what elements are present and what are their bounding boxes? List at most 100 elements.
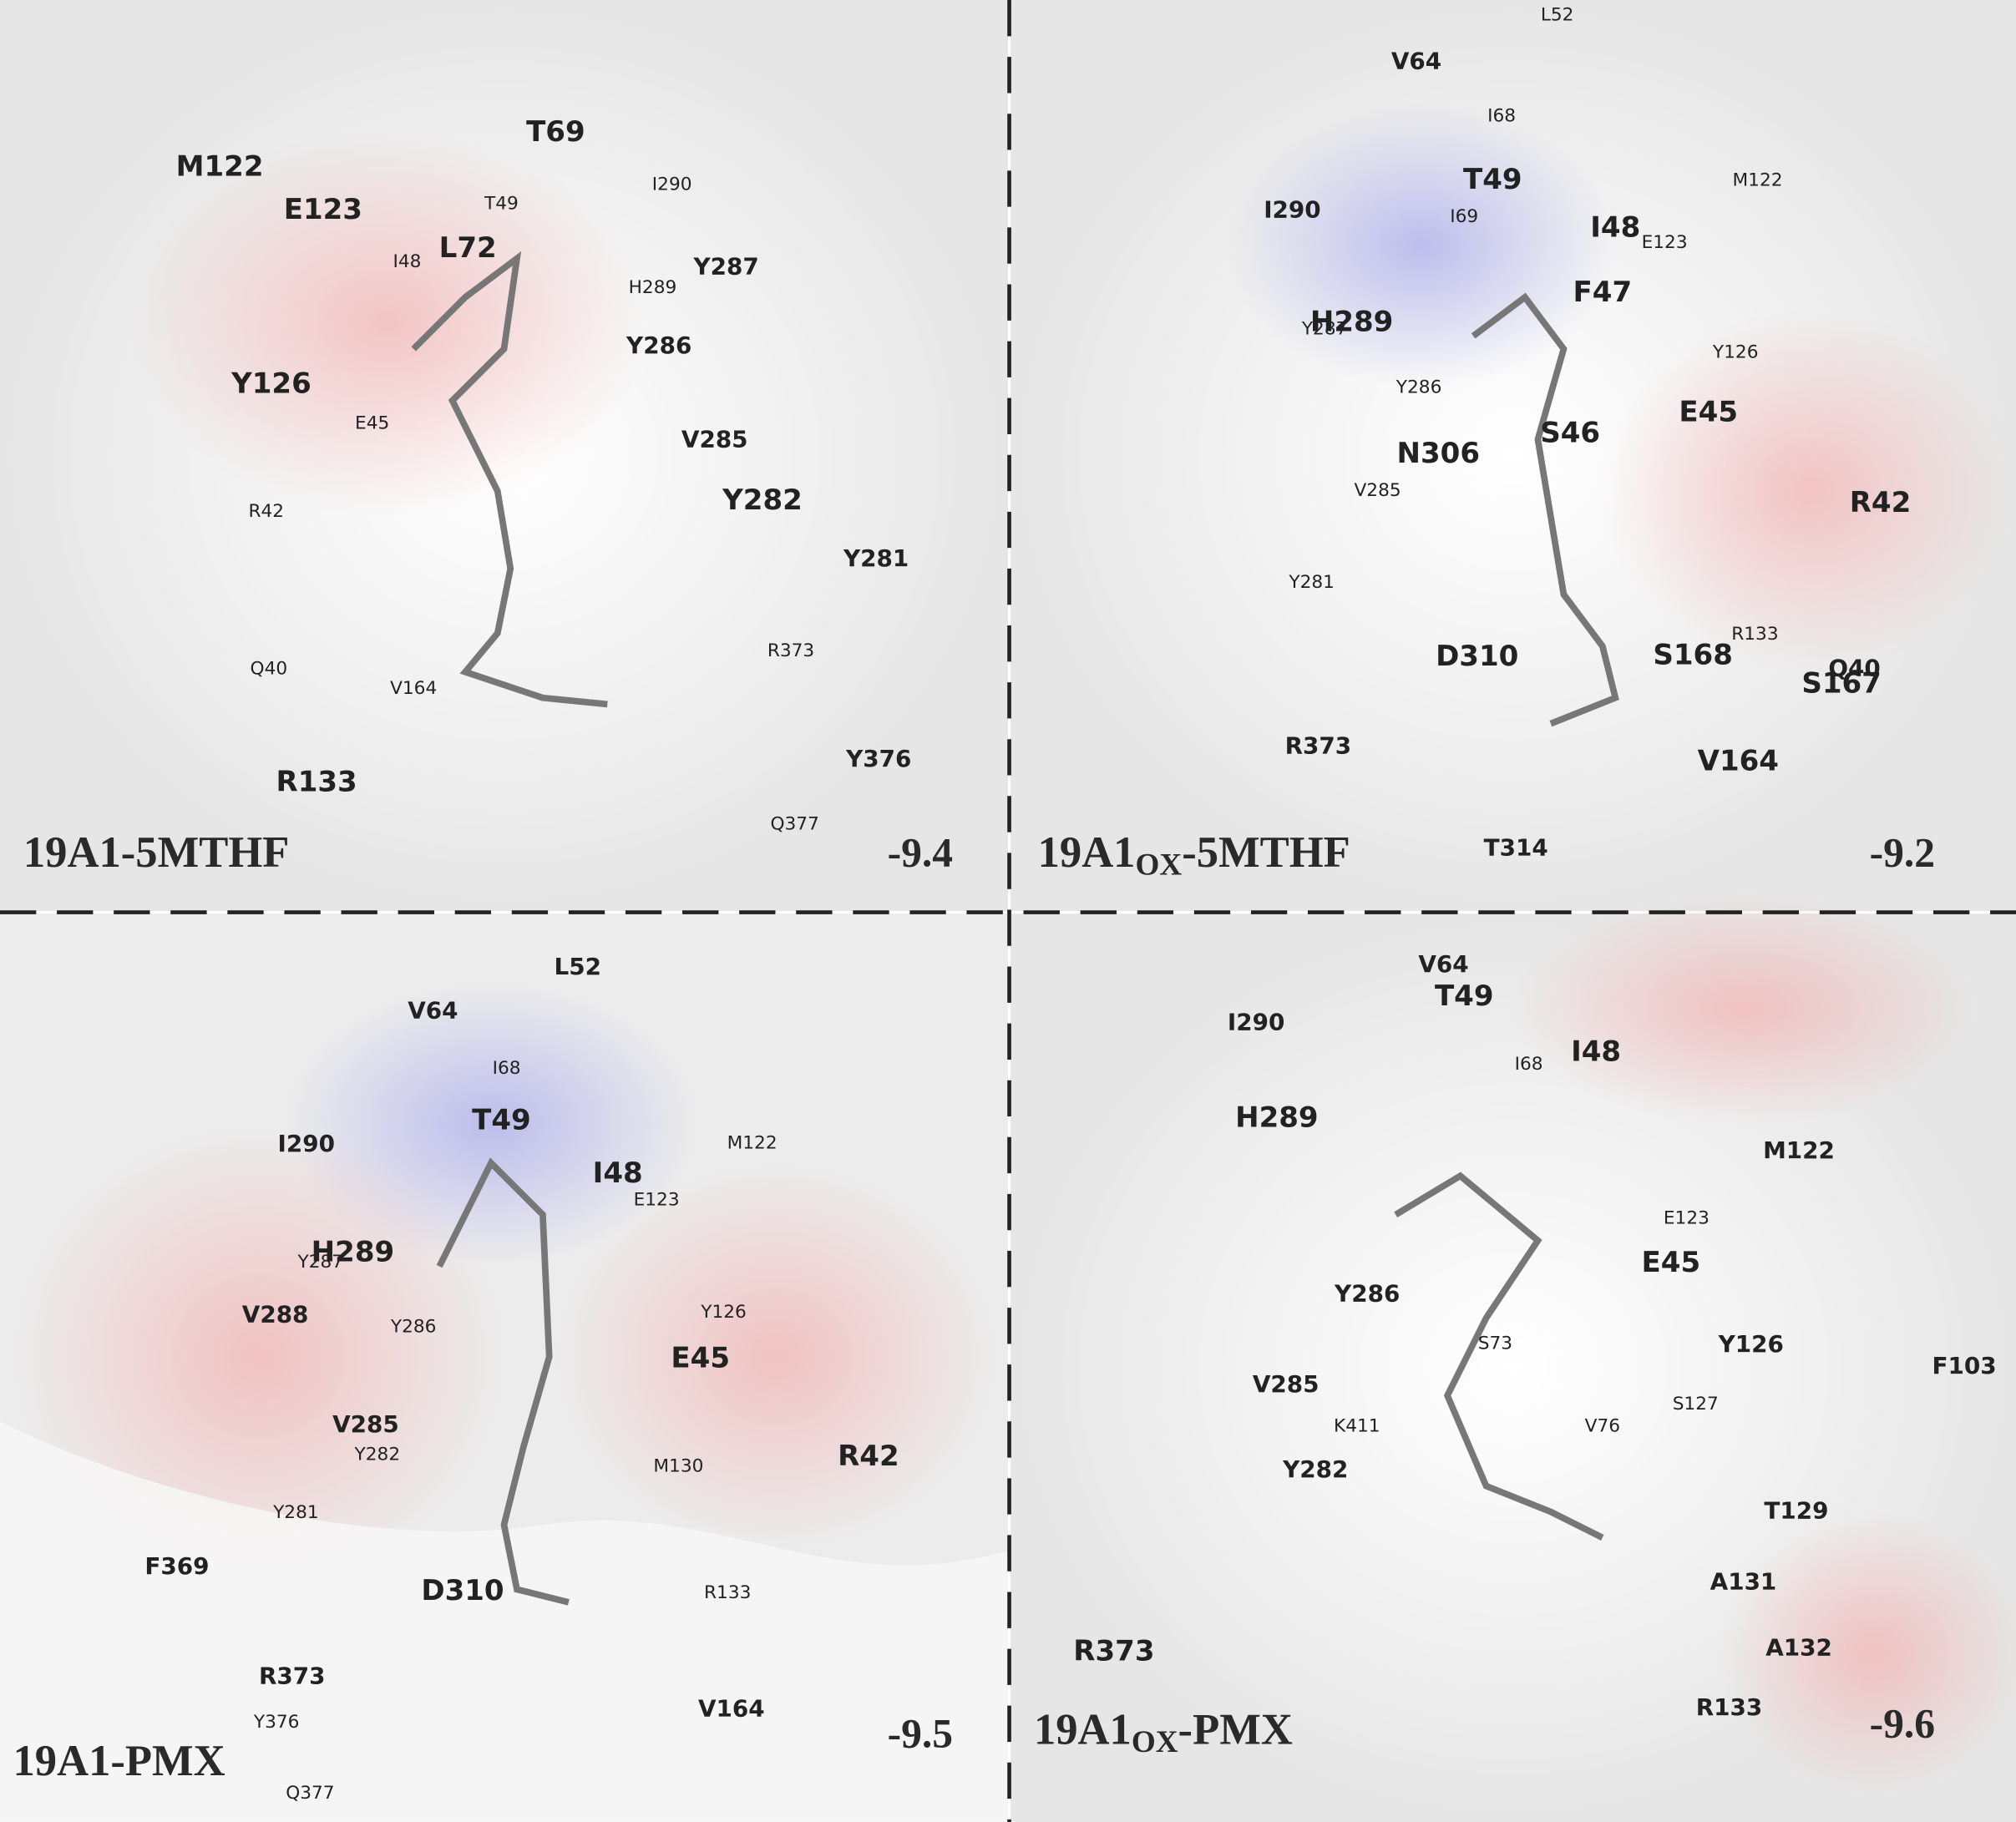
residue-label: K411: [1334, 1415, 1380, 1436]
residue-label: I48: [593, 1156, 643, 1190]
ligands: [411, 251, 1619, 1606]
residue-label: V164: [390, 678, 437, 699]
surface-patch: [555, 1162, 995, 1551]
residue-label: L52: [1541, 5, 1574, 26]
residue-label: E123: [1642, 232, 1688, 253]
residue-label: V164: [1698, 745, 1779, 778]
residue-label: Y282: [354, 1444, 401, 1465]
residue-label: R133: [704, 1582, 751, 1603]
residue-label: T314: [1484, 834, 1548, 862]
residue-label: H289: [1235, 1101, 1319, 1135]
docking-score: -9.2: [1870, 829, 1935, 875]
residue-label: H289: [629, 277, 677, 298]
residue-label: V285: [681, 426, 748, 453]
residue-label: V285: [332, 1410, 399, 1438]
residue-label: I290: [652, 174, 692, 195]
residue-label: Y287: [693, 252, 759, 280]
residue-label: E45: [355, 413, 389, 434]
residue-label: R42: [838, 1440, 899, 1473]
residue-label: I69: [1450, 206, 1478, 227]
panel-title: 19A1OX-PMX: [1034, 1706, 1293, 1759]
residue-label: I68: [1515, 1054, 1543, 1075]
residue-label: Q377: [770, 813, 818, 834]
residue-label: T49: [1435, 979, 1494, 1013]
residue-label: Q40: [251, 659, 288, 680]
residue-label: A132: [1765, 1634, 1832, 1662]
residue-label: M122: [1732, 170, 1782, 191]
residue-label: E45: [1679, 396, 1738, 429]
residue-label: Y286: [1395, 377, 1442, 397]
residue-label: I48: [1571, 1035, 1621, 1069]
residue-label: S127: [1673, 1394, 1719, 1415]
residue-label: V76: [1585, 1415, 1620, 1436]
surface-patch: [1602, 310, 2016, 672]
residue-label: T49: [484, 194, 519, 215]
residue-label: V288: [242, 1300, 309, 1328]
residue-label: H289: [1310, 305, 1394, 338]
residue-label: V64: [1418, 950, 1468, 978]
surface-patch: [1512, 891, 1978, 1125]
residue-label: E123: [284, 193, 362, 226]
title-main: 19A1-5MTHF: [23, 828, 290, 877]
residue-label: I290: [278, 1130, 335, 1157]
surface-patch: [1228, 103, 1616, 388]
residue-label: N306: [1397, 437, 1481, 470]
docking-score: -9.6: [1870, 1700, 1935, 1746]
residue-label: S46: [1540, 416, 1600, 449]
residue-label: E45: [1642, 1246, 1701, 1279]
residue-label: R42: [248, 501, 284, 522]
residue-label: I290: [1228, 1009, 1284, 1036]
residue-label: I68: [1487, 105, 1516, 126]
title-rest: -5MTHF: [1182, 828, 1350, 877]
residue-label: R133: [276, 765, 357, 798]
residue-label: Y282: [1282, 1455, 1348, 1483]
residue-label: Y281: [272, 1502, 319, 1523]
residue-label: Y287: [1301, 319, 1348, 340]
residue-label: T129: [1764, 1497, 1828, 1525]
panel-title: 19A1-5MTHF: [23, 828, 290, 877]
residue-label: R133: [1696, 1693, 1763, 1721]
residue-label: Y126: [1712, 342, 1759, 363]
residue-label: Y286: [1334, 1280, 1400, 1308]
residue-label: Q40: [1828, 655, 1880, 682]
residue-label: Q377: [286, 1783, 334, 1804]
residue-label: M122: [727, 1133, 778, 1154]
title-main: 19A1-PMX: [13, 1737, 225, 1785]
residue-label: D310: [1436, 640, 1518, 673]
residue-label: E45: [671, 1341, 730, 1374]
surface-patch: [13, 1124, 504, 1590]
title-sub: OX: [1136, 848, 1183, 882]
residue-label: V64: [408, 997, 458, 1025]
residue-label: S73: [1478, 1333, 1512, 1354]
residue-label: Y376: [845, 745, 911, 772]
residue-label: Y376: [253, 1712, 300, 1733]
residue-label: Y281: [1288, 572, 1335, 593]
surface-patch: [1719, 1511, 2016, 1796]
residue-label: F103: [1932, 1352, 1997, 1379]
residue-label: Y126: [1718, 1330, 1784, 1358]
residue-label: V164: [698, 1694, 765, 1722]
residue-label: R133: [1731, 624, 1778, 645]
residue-label: T69: [526, 115, 585, 149]
residue-label: M122: [1763, 1136, 1835, 1164]
residue-label: I290: [1264, 195, 1320, 223]
residue-label: F47: [1573, 276, 1633, 309]
residue-label: F369: [144, 1552, 209, 1580]
ligand: [1471, 292, 1619, 727]
residue-label: I68: [493, 1058, 521, 1079]
residue-label: Y282: [722, 483, 803, 517]
residue-label: M130: [653, 1455, 703, 1476]
title-main: 19A1: [1038, 828, 1136, 877]
title-main: 19A1: [1034, 1706, 1132, 1754]
title-rest: -PMX: [1178, 1706, 1293, 1754]
residue-label: R373: [1285, 731, 1352, 759]
residue-label: R373: [767, 640, 814, 661]
residue-label: T49: [1463, 163, 1522, 196]
residue-label: Y126: [230, 367, 312, 401]
docking-score: -9.5: [888, 1711, 953, 1757]
residue-label: R373: [1073, 1635, 1154, 1668]
residue-label: S167: [1801, 667, 1882, 701]
